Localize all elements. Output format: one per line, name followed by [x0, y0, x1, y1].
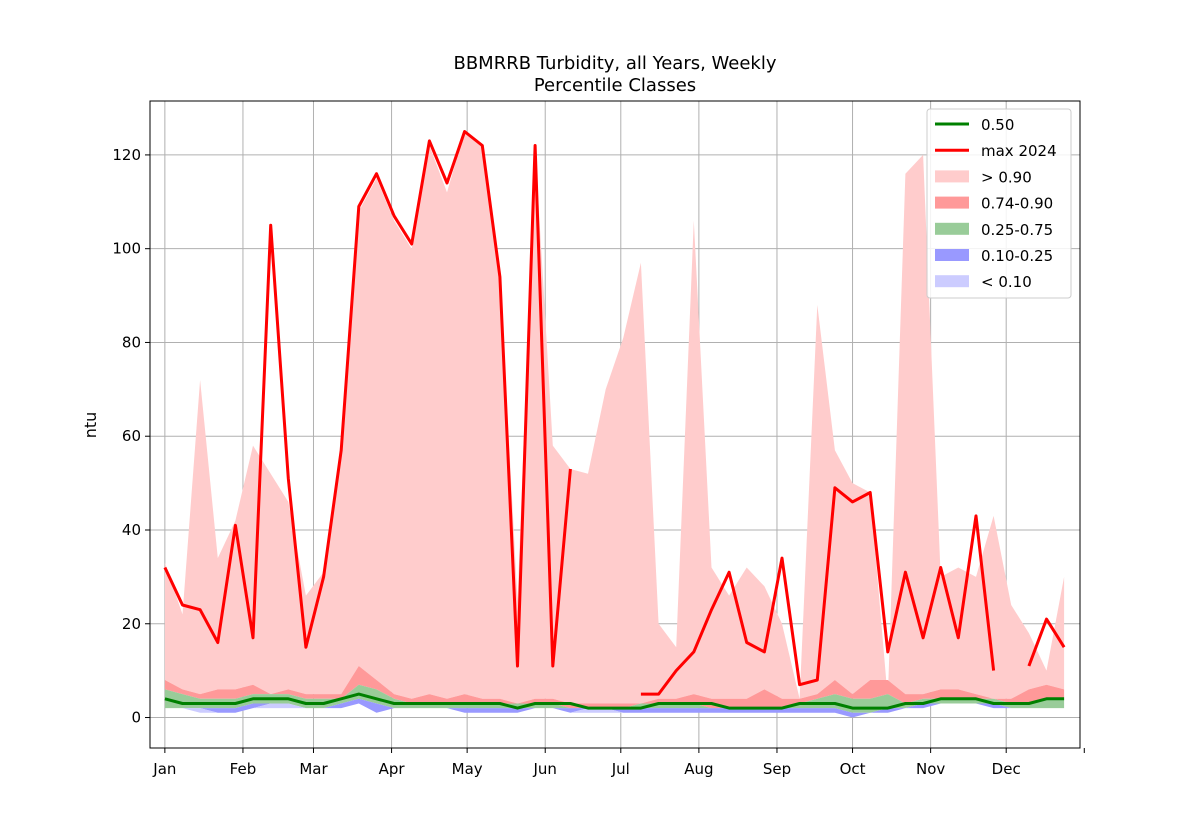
band-lt-0-10: [164, 703, 1065, 718]
y-tick-label: 20: [122, 615, 141, 633]
legend-swatch-gt90: [935, 170, 969, 183]
x-tick-label: Sep: [763, 760, 791, 778]
x-tick-label: Apr: [379, 760, 406, 778]
y-tick-label: 40: [122, 521, 141, 539]
y-tick-label: 80: [122, 333, 141, 351]
band-0-74-0-90: [164, 666, 1065, 709]
legend-label-lt10: < 0.10: [981, 273, 1032, 291]
series-line-max-2024: [163, 130, 572, 668]
x-tick-label: Feb: [230, 760, 257, 778]
x-tick-label: May: [452, 760, 483, 778]
series-line-median: [164, 692, 1065, 710]
y-tick-label: 0: [131, 709, 141, 727]
legend-label-gt90: > 0.90: [981, 168, 1032, 186]
legend-label-p10_25: 0.10-0.25: [981, 247, 1053, 265]
axis-ticks: Jan Feb Mar Apr May Jun Jul Aug Sep Oct Nov Dec 0 20 4…: [112, 146, 1085, 778]
plot-frame: [149, 100, 1081, 749]
x-tick-label: Jan: [152, 760, 176, 778]
legend-label-p74_90: 0.74-0.90: [981, 195, 1053, 213]
legend-swatch-lt10: [935, 275, 969, 288]
x-tick-label: Aug: [684, 760, 713, 778]
legend-label-p25_75: 0.25-0.75: [981, 221, 1053, 239]
y-tick-label: 120: [112, 146, 141, 164]
chart-title: BBMRRB Turbidity, all Years, Weekly: [453, 53, 776, 74]
legend-swatch-p10_25: [935, 249, 969, 261]
legend-label-max: max 2024: [981, 142, 1057, 160]
band-gt-0-90: [164, 131, 1065, 704]
x-tick-label: Dec: [992, 760, 1021, 778]
x-tick-label: Nov: [916, 760, 945, 778]
legend-swatch-p25_75: [935, 222, 969, 235]
series-line-max-2024: [640, 486, 996, 696]
y-tick-label: 60: [122, 427, 141, 445]
legend-swatch-p74_90: [935, 196, 969, 209]
y-axis-label: ntu: [81, 412, 100, 439]
x-tick-label: Jul: [611, 760, 630, 778]
chart-subtitle: Percentile Classes: [534, 75, 696, 96]
legend: 0.50 max 2024 > 0.90 0.74-0.90 0.25-0.75 0.10…: [926, 108, 1072, 299]
x-tick-label: Oct: [840, 760, 866, 778]
series-line-max-2024: [1027, 617, 1066, 667]
legend-label-median: 0.50: [981, 116, 1014, 134]
x-tick-label: Jun: [533, 760, 557, 778]
series-lines: [163, 130, 1066, 710]
x-tick-label: Mar: [299, 760, 328, 778]
y-tick-label: 100: [112, 240, 141, 258]
